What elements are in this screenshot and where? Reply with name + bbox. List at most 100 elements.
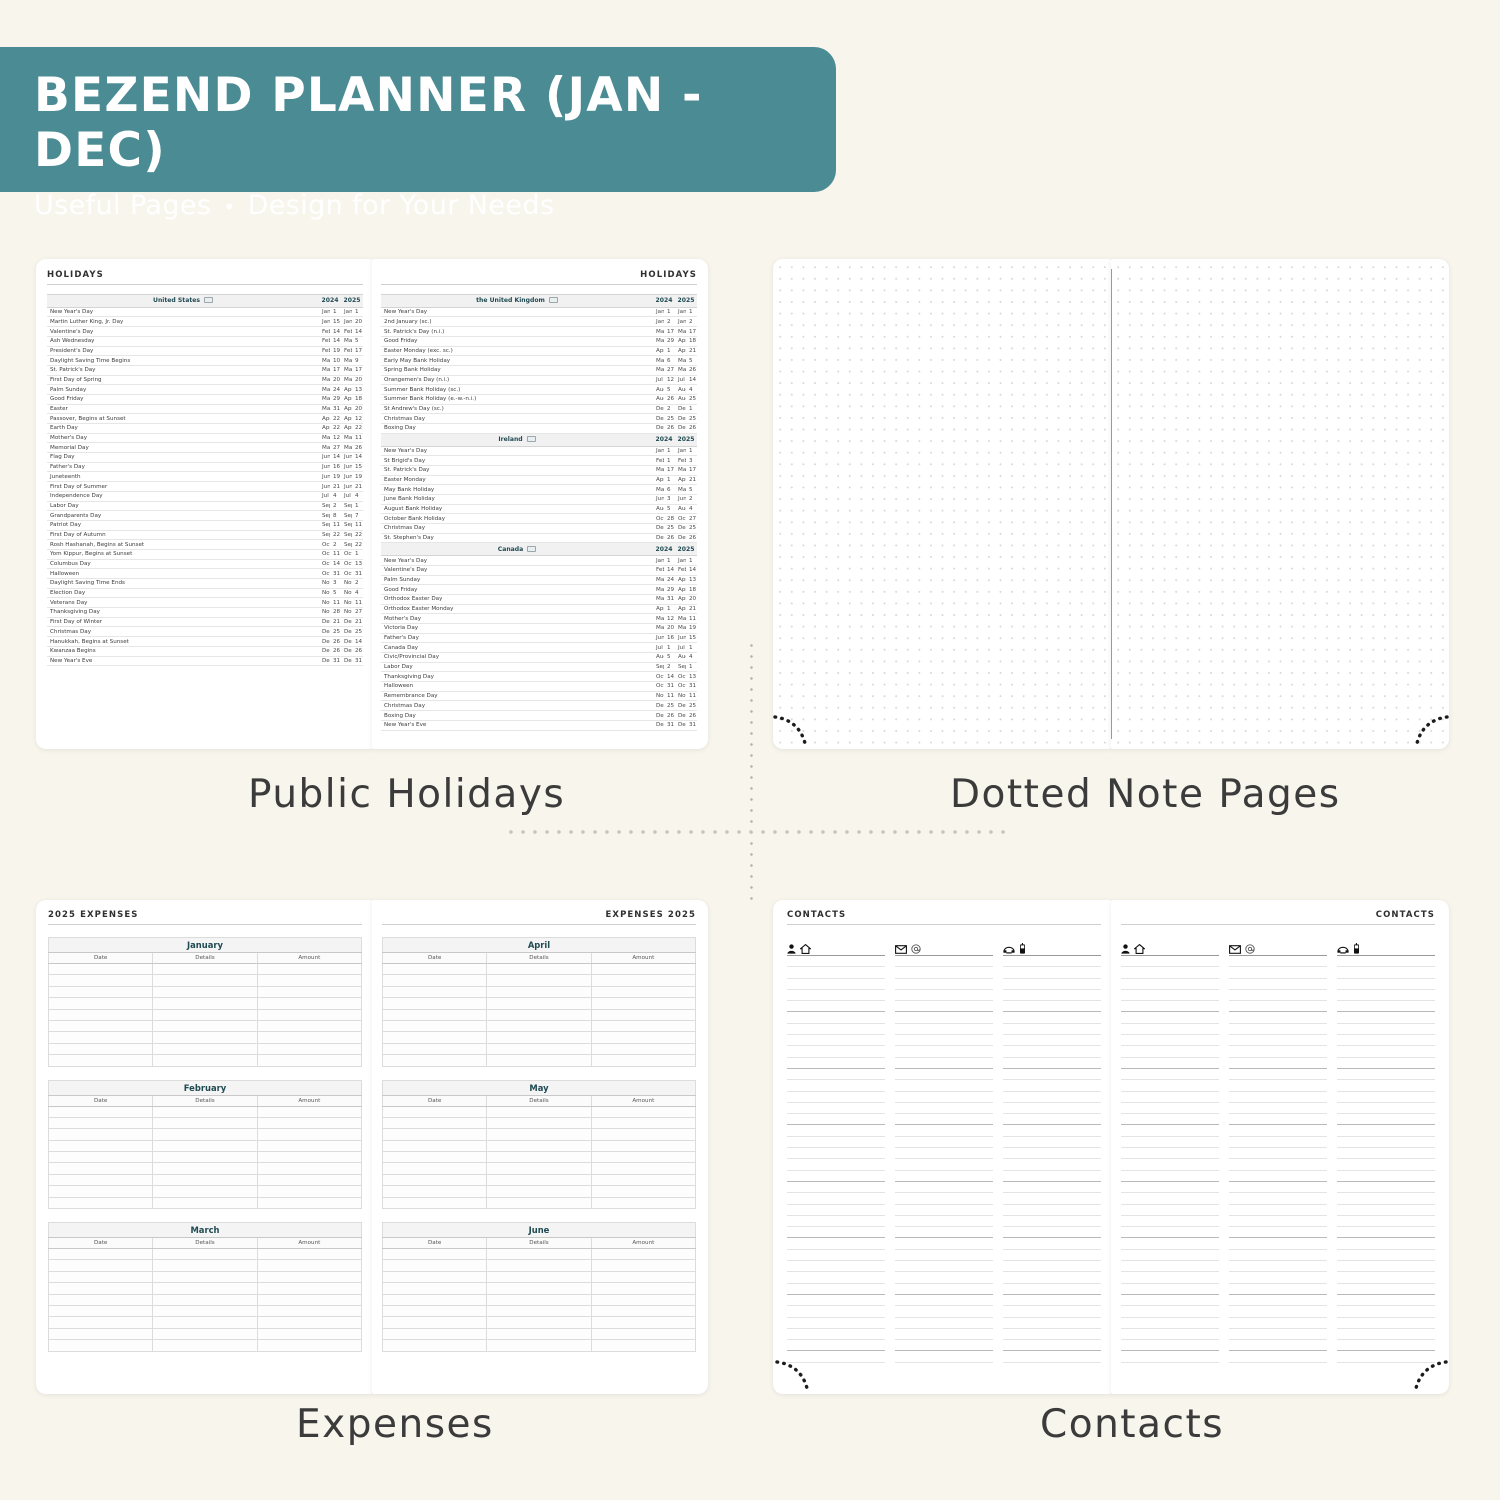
contacts-entry-row[interactable]	[1121, 1058, 1219, 1069]
expense-entry-cell[interactable]	[590, 1054, 697, 1067]
expense-entry-cell[interactable]	[381, 1128, 488, 1141]
contacts-entry-row[interactable]	[1003, 1024, 1101, 1036]
expense-entry-cell[interactable]	[47, 1185, 154, 1198]
contacts-entry-row[interactable]	[895, 1012, 993, 1024]
expense-entry-cell[interactable]	[152, 1248, 258, 1261]
expense-entry-cell[interactable]	[256, 962, 363, 976]
contacts-entry-row[interactable]	[787, 1205, 885, 1216]
expense-entry-cell[interactable]	[486, 1270, 592, 1284]
expense-entry-cell[interactable]	[256, 1031, 363, 1044]
contacts-entry-row[interactable]	[1003, 1318, 1101, 1329]
expense-entry-cell[interactable]	[590, 1248, 697, 1261]
contacts-entry-row[interactable]	[1121, 1171, 1219, 1182]
contacts-entry-row[interactable]	[1003, 1205, 1101, 1216]
expense-entry-row[interactable]	[47, 1139, 363, 1153]
expense-entry-cell[interactable]	[256, 974, 363, 987]
contacts-entry-row[interactable]	[787, 1193, 885, 1205]
expense-entry-row[interactable]	[47, 1259, 363, 1272]
contacts-entry-row[interactable]	[895, 1250, 993, 1262]
expense-entry-cell[interactable]	[590, 1173, 697, 1187]
expense-entry-cell[interactable]	[152, 1259, 258, 1272]
expense-entry-cell[interactable]	[486, 1162, 592, 1175]
contacts-entry-row[interactable]	[1337, 1284, 1435, 1295]
expense-entry-row[interactable]	[381, 1162, 697, 1175]
expense-entry-cell[interactable]	[256, 1105, 363, 1118]
expense-entry-cell[interactable]	[152, 1196, 258, 1210]
contacts-entry-row[interactable]	[1229, 1329, 1327, 1341]
expense-entry-cell[interactable]	[381, 1173, 488, 1187]
expense-entry-cell[interactable]	[590, 1270, 697, 1284]
contacts-entry-row[interactable]	[787, 1284, 885, 1295]
contacts-entry-row[interactable]	[1229, 1238, 1327, 1250]
contacts-entry-row[interactable]	[1121, 1238, 1219, 1250]
contacts-entry-row[interactable]	[895, 1159, 993, 1171]
expense-entry-cell[interactable]	[256, 1151, 363, 1164]
contacts-entry-row[interactable]	[895, 1046, 993, 1058]
contacts-entry-row[interactable]	[1121, 1159, 1219, 1171]
expense-entry-cell[interactable]	[47, 1151, 154, 1164]
contacts-entry-row[interactable]	[1121, 1092, 1219, 1103]
expense-entry-cell[interactable]	[486, 1054, 592, 1067]
expense-entry-row[interactable]	[47, 1173, 363, 1187]
expense-entry-cell[interactable]	[47, 1173, 154, 1187]
contacts-entry-row[interactable]	[787, 1182, 885, 1194]
contacts-entry-row[interactable]	[1229, 1080, 1327, 1092]
contacts-entry-row[interactable]	[787, 1261, 885, 1273]
expense-entry-cell[interactable]	[486, 1042, 592, 1056]
expense-entry-cell[interactable]	[47, 1128, 154, 1141]
expense-entry-cell[interactable]	[256, 1293, 363, 1307]
expense-entry-cell[interactable]	[381, 1327, 488, 1341]
contacts-entry-row[interactable]	[787, 1012, 885, 1024]
contacts-entry-row[interactable]	[1337, 1227, 1435, 1239]
contacts-entry-row[interactable]	[1229, 1024, 1327, 1036]
expense-entry-row[interactable]	[381, 1248, 697, 1261]
contacts-entry-row[interactable]	[1121, 1080, 1219, 1092]
contacts-entry-row[interactable]	[1121, 1318, 1219, 1329]
contacts-entry-row[interactable]	[1229, 1272, 1327, 1284]
expense-entry-cell[interactable]	[381, 1042, 488, 1056]
contacts-entry-row[interactable]	[1229, 1182, 1327, 1194]
expense-entry-row[interactable]	[47, 1196, 363, 1210]
contacts-entry-row[interactable]	[1337, 1080, 1435, 1092]
contacts-entry-row[interactable]	[1003, 1227, 1101, 1239]
expense-entry-cell[interactable]	[256, 1316, 363, 1329]
contacts-entry-row[interactable]	[1229, 1318, 1327, 1329]
contacts-entry-row[interactable]	[787, 979, 885, 990]
contacts-entry-row[interactable]	[787, 956, 885, 968]
contacts-entry-row[interactable]	[1003, 1035, 1101, 1047]
contacts-entry-row[interactable]	[1229, 1216, 1327, 1228]
expense-entry-cell[interactable]	[486, 1105, 592, 1118]
contacts-entry-row[interactable]	[895, 1351, 993, 1363]
expense-entry-cell[interactable]	[152, 1162, 258, 1175]
expense-entry-cell[interactable]	[152, 1054, 258, 1067]
contacts-entry-row[interactable]	[895, 1306, 993, 1318]
expense-entry-cell[interactable]	[486, 1339, 592, 1352]
expense-entry-cell[interactable]	[256, 1304, 363, 1318]
contacts-entry-row[interactable]	[1229, 1193, 1327, 1205]
contacts-entry-row[interactable]	[1337, 967, 1435, 979]
contacts-entry-row[interactable]	[895, 1035, 993, 1047]
expense-entry-cell[interactable]	[47, 1008, 154, 1021]
contacts-entry-row[interactable]	[1003, 1159, 1101, 1171]
contacts-entry-row[interactable]	[1121, 1137, 1219, 1149]
contacts-entry-row[interactable]	[1337, 1272, 1435, 1284]
expense-entry-cell[interactable]	[47, 974, 154, 987]
expense-entry-cell[interactable]	[381, 985, 488, 999]
expense-entry-cell[interactable]	[381, 1293, 488, 1307]
contacts-entry-row[interactable]	[895, 1318, 993, 1329]
contacts-entry-row[interactable]	[787, 1171, 885, 1182]
contacts-entry-row[interactable]	[1229, 967, 1327, 979]
contacts-entry-row[interactable]	[1121, 1046, 1219, 1058]
expense-entry-cell[interactable]	[256, 1162, 363, 1175]
contacts-entry-row[interactable]	[787, 1340, 885, 1352]
expense-entry-cell[interactable]	[152, 1327, 258, 1341]
contacts-entry-row[interactable]	[787, 1318, 885, 1329]
expense-entry-cell[interactable]	[486, 1151, 592, 1164]
contacts-entry-row[interactable]	[787, 1148, 885, 1160]
expense-entry-cell[interactable]	[381, 1054, 488, 1067]
expense-entry-cell[interactable]	[152, 997, 258, 1010]
contacts-entry-row[interactable]	[1121, 1250, 1219, 1262]
contacts-entry-row[interactable]	[1003, 1148, 1101, 1160]
contacts-entry-row[interactable]	[1003, 1340, 1101, 1352]
expense-entry-cell[interactable]	[590, 1196, 697, 1210]
